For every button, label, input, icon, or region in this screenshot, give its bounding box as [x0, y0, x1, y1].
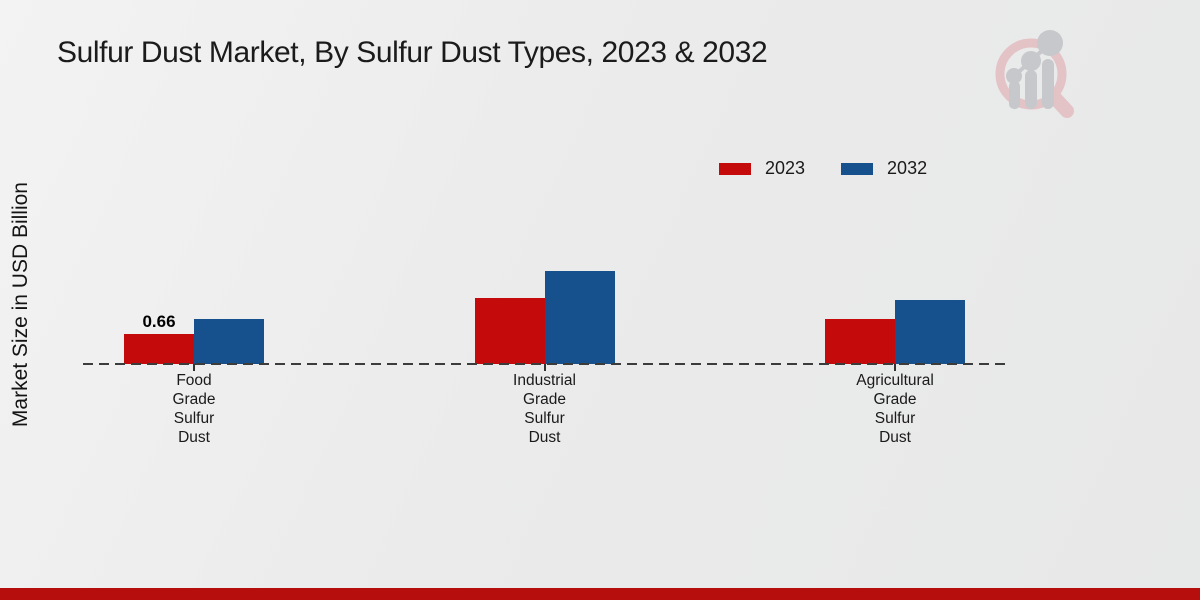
bar-value-label: 0.66 [142, 312, 176, 331]
y-axis-label-wrap: Market Size in USD Billion [4, 138, 38, 472]
bar-2023-1 [474, 298, 545, 364]
category-label: Industrial Grade Sulfur Dust [513, 372, 576, 446]
x-axis-tick [894, 364, 896, 371]
bottom-accent-strip [0, 588, 1200, 600]
logo-bar-2 [1025, 70, 1037, 109]
logo-bar-1 [1009, 81, 1020, 109]
bar-2023-0 [124, 334, 194, 364]
magnifier-handle [1048, 91, 1074, 118]
logo-bar-3 [1042, 59, 1054, 109]
legend-item-2032: 2032 [841, 158, 927, 179]
market-research-magnifier-logo [995, 30, 1074, 118]
plot-area: 0.66 Food Grade Sulfur Dust Industrial Grade Su… [83, 128, 1008, 446]
category-label: Agricultural Grade Sulfur Dust [856, 372, 934, 446]
x-axis-tick [543, 364, 546, 371]
legend-label: 2032 [887, 158, 928, 178]
category-label: Food Grade Sulfur Dust [172, 372, 216, 446]
bar-2032-2 [895, 300, 965, 364]
trend-dot-3 [1037, 30, 1063, 56]
bar-2032-0 [194, 319, 264, 364]
chart-legend: 2023 2032 [719, 158, 927, 179]
x-axis-tick [193, 364, 195, 371]
legend-swatch [719, 162, 751, 175]
bar-2023-2 [825, 319, 895, 364]
trend-dot-2 [1021, 51, 1041, 71]
trend-dot-1 [1006, 68, 1022, 84]
legend-item-2023: 2023 [719, 158, 805, 179]
legend-label: 2023 [765, 158, 806, 178]
y-axis-label: Market Size in USD Billion [9, 182, 32, 428]
chart-title: Sulfur Dust Market, By Sulfur Dust Types… [57, 36, 768, 69]
legend-swatch [841, 162, 874, 175]
x-axis-dashed-line [83, 363, 1008, 365]
bar-2032-1 [544, 271, 615, 364]
